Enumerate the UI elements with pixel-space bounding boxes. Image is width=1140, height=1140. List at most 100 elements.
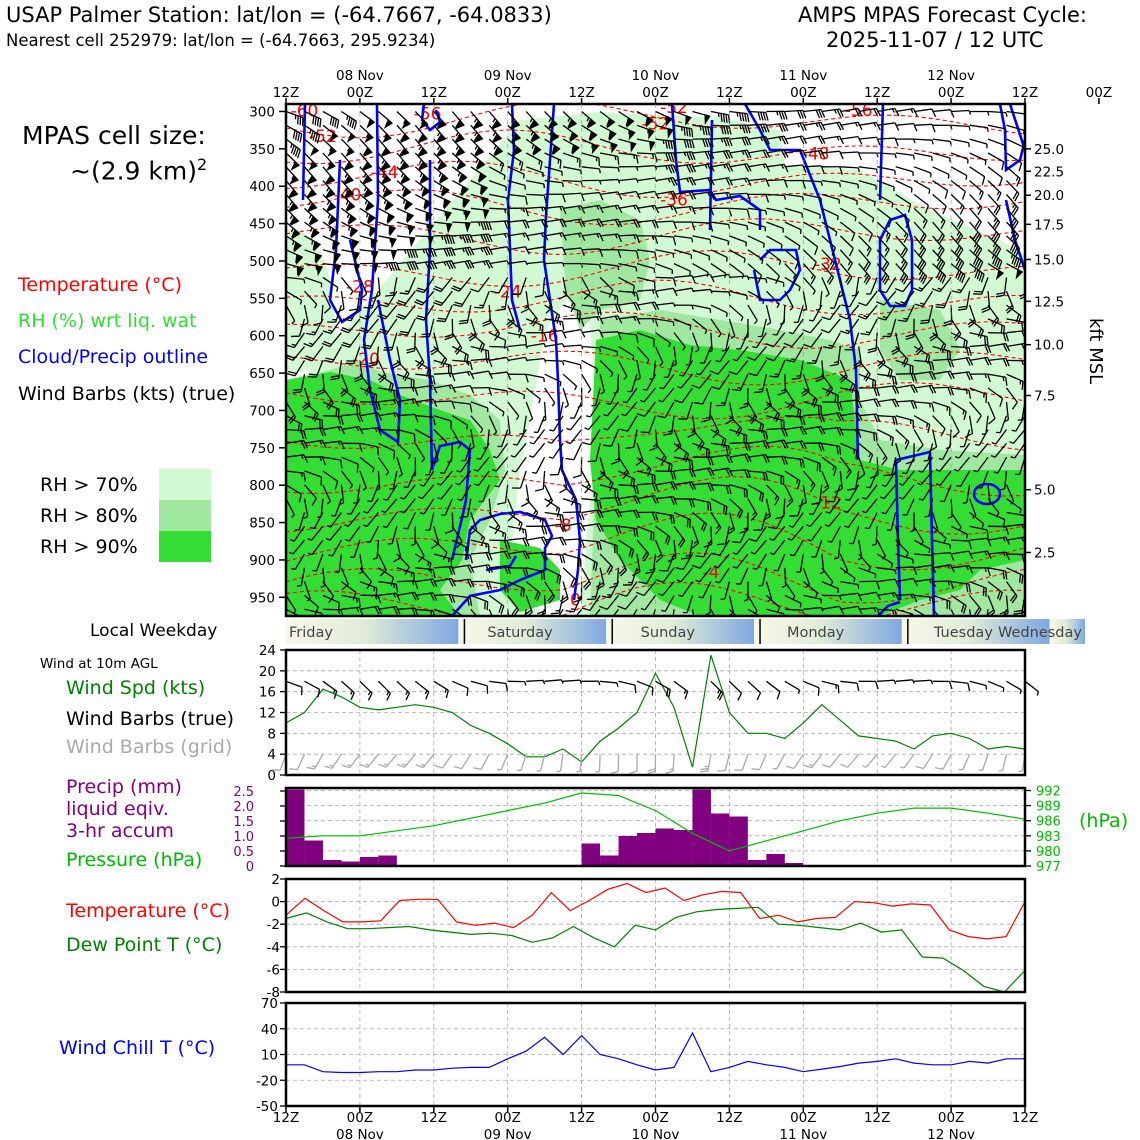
barb-staff xyxy=(396,591,415,597)
upper-wind-barb xyxy=(932,152,951,163)
barb-flag xyxy=(469,246,475,256)
barb-staff xyxy=(496,442,509,459)
barb-staff xyxy=(403,290,416,306)
barb-flag xyxy=(469,361,473,371)
barb-pennant xyxy=(463,198,471,209)
barb-staff xyxy=(433,415,452,422)
barb-half-flag xyxy=(339,502,344,506)
barb-pennant xyxy=(382,188,393,199)
temperature-contour-label: -56 xyxy=(845,101,873,121)
barb-staff xyxy=(458,470,472,486)
barb-flag xyxy=(511,293,521,296)
barb-flag xyxy=(349,308,358,312)
barb-staff xyxy=(396,428,415,435)
barb-staff xyxy=(335,304,343,323)
upper-wind-barb xyxy=(549,415,564,432)
barb-flag xyxy=(572,474,582,479)
barb-half-flag xyxy=(574,385,578,391)
upper-wind-barb xyxy=(359,594,382,604)
barb-pennant xyxy=(424,199,432,211)
barb-staff xyxy=(322,401,340,411)
barb-flag xyxy=(314,413,319,422)
barb-half-flag xyxy=(497,445,502,448)
barb-staff xyxy=(488,179,507,188)
barb-flag xyxy=(543,246,549,255)
barb-half-flag xyxy=(968,142,970,148)
barb-flag xyxy=(482,319,491,325)
barb-flag xyxy=(270,345,278,351)
barb-staff xyxy=(415,260,434,265)
upper-wind-barb xyxy=(304,221,320,240)
temperature-contour-label: -48 xyxy=(802,144,830,164)
upper-wind-barb xyxy=(295,512,306,531)
upper-wind-barb xyxy=(451,608,468,616)
barb-flag xyxy=(411,261,417,271)
barb-staff xyxy=(304,608,323,614)
barb-staff xyxy=(543,401,547,420)
barb-pennant xyxy=(346,132,356,143)
wind-barbs-true-label: Wind Barbs (true) xyxy=(66,708,235,730)
upper-wind-barb xyxy=(489,246,512,255)
barb-flag xyxy=(386,213,390,223)
upper-wind-barb xyxy=(291,318,306,338)
barb-staff xyxy=(932,152,951,159)
barb-pennant xyxy=(436,134,447,144)
barb-staff xyxy=(840,136,859,140)
barb-staff xyxy=(340,291,345,310)
barb-flag xyxy=(455,347,463,355)
barb-staff xyxy=(322,581,335,597)
barb-flag xyxy=(374,606,380,615)
upper-wind-barb xyxy=(359,412,383,421)
barb-staff xyxy=(526,536,545,541)
barb-flag xyxy=(451,287,460,292)
upper-wind-barb xyxy=(526,232,549,241)
barb-flag xyxy=(395,606,401,615)
barb-flag xyxy=(414,301,423,306)
barb-half-flag xyxy=(466,371,471,376)
barb-staff xyxy=(451,525,463,542)
barb-staff xyxy=(470,345,489,352)
upper-wind-barb xyxy=(433,577,457,587)
barb-flag xyxy=(358,443,363,452)
barb-staff xyxy=(452,370,471,375)
barb-flag xyxy=(427,261,433,270)
barb-half-flag xyxy=(495,524,499,529)
barb-half-flag xyxy=(833,109,837,114)
barb-staff xyxy=(414,346,425,363)
upper-wind-barb xyxy=(488,124,503,144)
barb-flag xyxy=(333,252,336,262)
barb-flag xyxy=(762,112,767,121)
barb-half-flag xyxy=(346,115,349,120)
upper-wind-barb xyxy=(352,484,361,504)
barb-staff xyxy=(729,110,748,115)
upper-wind-barb xyxy=(452,553,473,564)
barb-half-flag xyxy=(492,468,497,472)
barb-staff xyxy=(433,526,440,544)
barb-staff xyxy=(322,425,341,431)
upper-wind-barb xyxy=(414,428,432,443)
upper-wind-barb xyxy=(488,179,507,191)
upper-wind-barb xyxy=(433,180,450,198)
upper-wind-barb xyxy=(425,457,435,476)
upper-wind-barb xyxy=(304,249,323,265)
barb-flag xyxy=(532,145,537,155)
barb-staff xyxy=(304,401,319,415)
barb-pennant xyxy=(380,161,391,172)
upper-wind-barb xyxy=(895,107,918,117)
upper-wind-barb xyxy=(378,592,401,602)
barb-pennant xyxy=(350,227,359,239)
cell-size-label: MPAS cell size: xyxy=(22,121,206,150)
barb-pennant xyxy=(427,236,434,247)
barb-staff xyxy=(341,413,360,417)
barb-flag xyxy=(446,235,450,245)
upper-wind-barb xyxy=(378,412,401,421)
barb-flag xyxy=(360,327,369,332)
barb-half-flag xyxy=(543,183,546,189)
barb-flag xyxy=(430,349,439,356)
barb-flag xyxy=(559,554,563,564)
barb-staff xyxy=(932,166,950,175)
barb-staff xyxy=(396,567,415,575)
barb-staff xyxy=(377,360,387,378)
barb-staff xyxy=(477,470,490,486)
barb-staff xyxy=(286,454,304,458)
